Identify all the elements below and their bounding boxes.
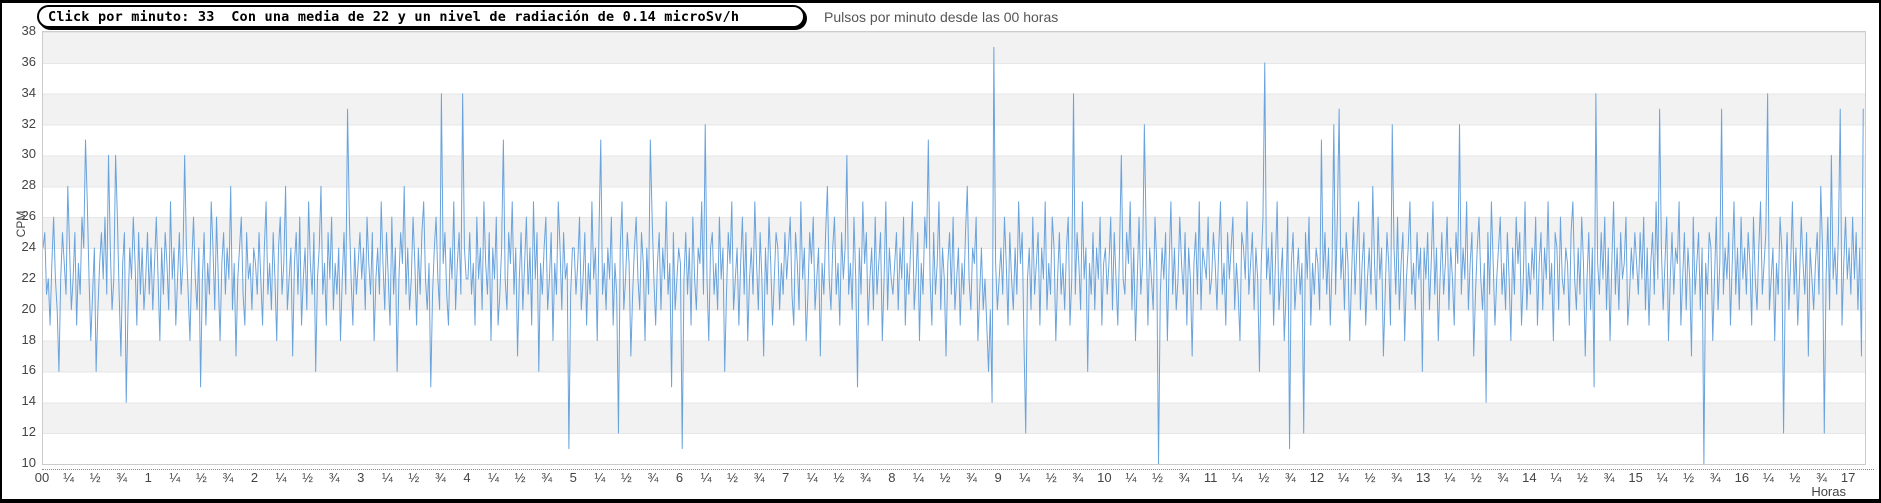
cpm-data-line: [43, 46, 1864, 464]
x-tick-label: ½: [302, 470, 314, 485]
status-info-box: Click por minuto: 33 Con una media de 22…: [37, 5, 805, 28]
x-tick-label: 15: [1628, 470, 1643, 485]
x-tick-label: ¼: [381, 470, 393, 485]
y-tick-label: 12: [21, 424, 36, 440]
x-tick-label: ½: [195, 470, 207, 485]
x-tick-label: 1: [144, 470, 152, 485]
x-tick-label: ½: [408, 470, 420, 485]
x-tick-label: ¾: [222, 470, 234, 485]
x-tick-label: ¾: [1178, 470, 1190, 485]
y-tick-label: 10: [21, 455, 36, 470]
x-tick-label: 13: [1415, 470, 1431, 485]
x-tick-label: 3: [357, 470, 365, 485]
x-tick-label: 10: [1097, 470, 1112, 485]
x-tick-label: ¼: [1019, 470, 1031, 485]
x-tick-label: ¼: [806, 470, 818, 485]
y-tick-label: 32: [21, 115, 36, 131]
x-tick-label: ½: [1045, 470, 1057, 485]
y-tick-label: 34: [21, 84, 36, 100]
x-tick-label: ¼: [1338, 470, 1349, 485]
x-tick-label: ¾: [541, 470, 553, 485]
x-tick-label: ¼: [700, 470, 712, 485]
y-tick-label: 30: [21, 146, 36, 162]
x-tick-label: ¾: [1391, 470, 1402, 485]
x-tick-label: 14: [1522, 470, 1537, 485]
x-tick-label: ¼: [169, 470, 181, 485]
x-tick-label: 9: [994, 470, 1002, 485]
x-tick-label: ½: [1683, 470, 1695, 485]
x-tick-label: ¼: [1762, 470, 1774, 485]
chart-title: Pulsos por minuto desde las 00 horas: [824, 9, 1059, 25]
x-tick-label: ¼: [1656, 470, 1668, 485]
y-tick-label: 22: [21, 269, 36, 285]
x-tick-label: ¾: [859, 470, 871, 485]
x-tick-label: 4: [463, 470, 471, 485]
x-tick-label: ¾: [116, 470, 128, 485]
x-tick-label: ¼: [275, 470, 287, 485]
x-tick-label: ¼: [1125, 470, 1137, 485]
x-tick-label: ½: [620, 470, 632, 485]
x-tick-label: ½: [727, 470, 738, 485]
x-tick-label: 16: [1734, 470, 1750, 485]
x-tick-label: ½: [1152, 470, 1163, 485]
x-tick-label: ¾: [1497, 470, 1509, 485]
x-tick-label: 00: [34, 470, 50, 485]
x-tick-label: ½: [1470, 470, 1482, 485]
x-tick-label: 6: [675, 470, 684, 485]
x-tick-label: ¾: [1603, 470, 1615, 485]
x-tick-label: ½: [1258, 470, 1270, 485]
x-tick-label: 2: [250, 470, 259, 485]
y-tick-label: 14: [21, 393, 36, 409]
x-tick-label: ½: [514, 470, 526, 485]
y-tick-label: 24: [21, 239, 36, 254]
y-tick-label: 18: [21, 331, 36, 347]
plot-area: [42, 31, 1866, 465]
x-tick-label: ¾: [647, 470, 659, 485]
status-info-text: Click por minuto: 33 Con una media de 22…: [48, 8, 740, 25]
x-axis-dotted-line: [42, 469, 1874, 470]
x-tick-label: ¼: [488, 470, 499, 485]
x-tick-label: ¾: [1709, 470, 1721, 485]
cpm-line-chart: [43, 46, 1864, 464]
x-tick-label: ¾: [1072, 470, 1084, 485]
x-tick-label: ½: [1789, 470, 1801, 485]
x-tick-label: ½: [833, 470, 845, 485]
x-tick-label: ¾: [1284, 470, 1296, 485]
x-tick-label: ½: [1364, 470, 1376, 485]
x-tick-label: ¾: [328, 470, 340, 485]
x-tick-label: 11: [1203, 470, 1218, 485]
x-axis-title-horas: Horas: [1811, 484, 1846, 499]
x-tick-label: ½: [939, 470, 951, 485]
x-tick-label: ¼: [1444, 470, 1456, 485]
x-tick-label: 8: [888, 470, 896, 485]
y-tick-label: 16: [21, 362, 36, 378]
x-tick-label: ¾: [753, 470, 765, 485]
y-tick-label: 20: [21, 300, 36, 316]
x-tick-label: 5: [569, 470, 577, 485]
y-tick-label: 36: [21, 53, 36, 69]
x-tick-label: ¼: [1550, 470, 1562, 485]
x-tick-label: ¾: [966, 470, 978, 485]
x-tick-label: ½: [89, 470, 101, 485]
x-tick-label: ¾: [1816, 470, 1827, 485]
x-tick-label: ¼: [63, 470, 74, 485]
y-tick-label: 26: [21, 208, 36, 224]
x-tick-label: ¼: [1231, 470, 1243, 485]
x-tick-label: 7: [782, 470, 790, 485]
x-tick-label: 17: [1840, 470, 1856, 485]
y-tick-label: 38: [21, 23, 36, 38]
x-tick-label: ¾: [434, 470, 446, 485]
y-tick-label: 28: [21, 177, 36, 193]
x-tick-label: 12: [1309, 470, 1325, 485]
x-tick-label: ¼: [594, 470, 606, 485]
x-tick-label: ¼: [913, 470, 924, 485]
x-tick-label: ½: [1577, 470, 1588, 485]
